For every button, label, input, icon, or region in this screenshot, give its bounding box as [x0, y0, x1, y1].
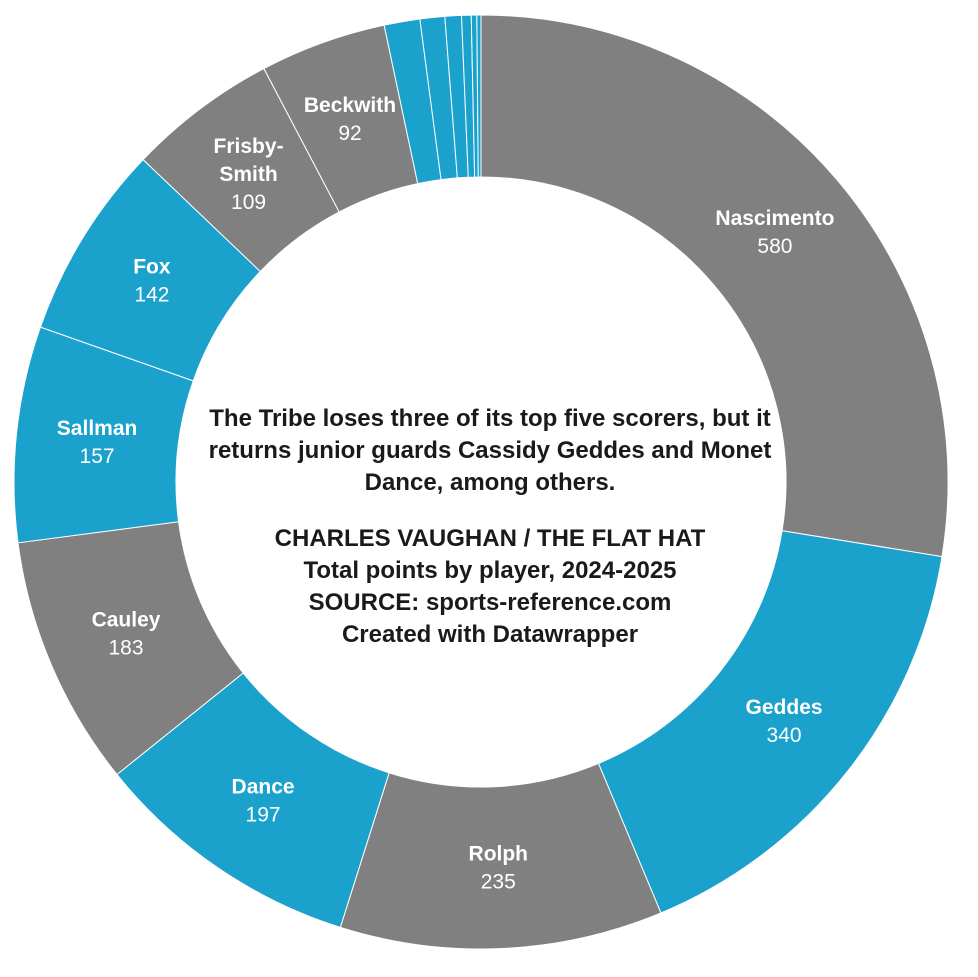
chart-center-text: The Tribe loses three of its top five sc… [200, 403, 780, 651]
credit-byline: CHARLES VAUGHAN / THE FLAT HAT [274, 525, 706, 552]
slice-geddes [597, 530, 943, 914]
slice-name-label: Rolph [469, 843, 528, 866]
slice-name-label: Sallman [57, 417, 138, 440]
slice-label: Dance 197 [232, 776, 295, 827]
slice-label: Frisby- Smith 109 [214, 135, 284, 214]
chart-title: The Tribe loses three of its top five sc… [208, 405, 772, 496]
slice-value-label: 183 [109, 637, 144, 660]
slice-label: Rolph 235 [469, 843, 528, 894]
source-note: SOURCE: sports-reference.com [308, 589, 672, 616]
slice-label: Sallman 157 [57, 417, 138, 468]
slice-value-label: 157 [80, 445, 115, 468]
spacer [200, 499, 780, 523]
slice-value-label: 235 [481, 871, 516, 894]
slice-value-label: 109 [231, 191, 266, 214]
slice-label: Nascimento 580 [715, 207, 834, 258]
slice-name-label: Beckwith [304, 94, 396, 117]
slice-name-label: Cauley [92, 609, 161, 632]
slice-name-label: Geddes [746, 696, 823, 719]
slice-name-label: Frisby- [214, 135, 284, 158]
slice-value-label: 142 [134, 283, 169, 306]
slice-nascimento [480, 14, 949, 558]
slice-other-14 [476, 14, 482, 178]
slice-name-label: Dance [232, 776, 295, 799]
slice-value-label: 580 [757, 235, 792, 258]
slice-name-label: Fox [133, 255, 171, 278]
slice-label: Beckwith 92 [304, 94, 396, 145]
slice-name-label: Smith [219, 163, 277, 186]
slice-label: Cauley 183 [92, 609, 161, 660]
slice-name-label: Nascimento [715, 207, 834, 230]
tool-credit: Created with Datawrapper [341, 621, 639, 648]
donut-slices [13, 14, 949, 950]
slice-value-label: 340 [767, 724, 802, 747]
chart-subtitle: Total points by player, 2024-2025 [303, 557, 677, 584]
slice-labels: Nascimento 580 Geddes 340 Rolph 235 Dance 197 Ca… [57, 94, 835, 894]
slice-label: Geddes 340 [746, 696, 823, 747]
slice-label: Fox 142 [133, 255, 171, 306]
slice-value-label: 92 [338, 122, 361, 145]
slice-value-label: 197 [246, 804, 281, 827]
